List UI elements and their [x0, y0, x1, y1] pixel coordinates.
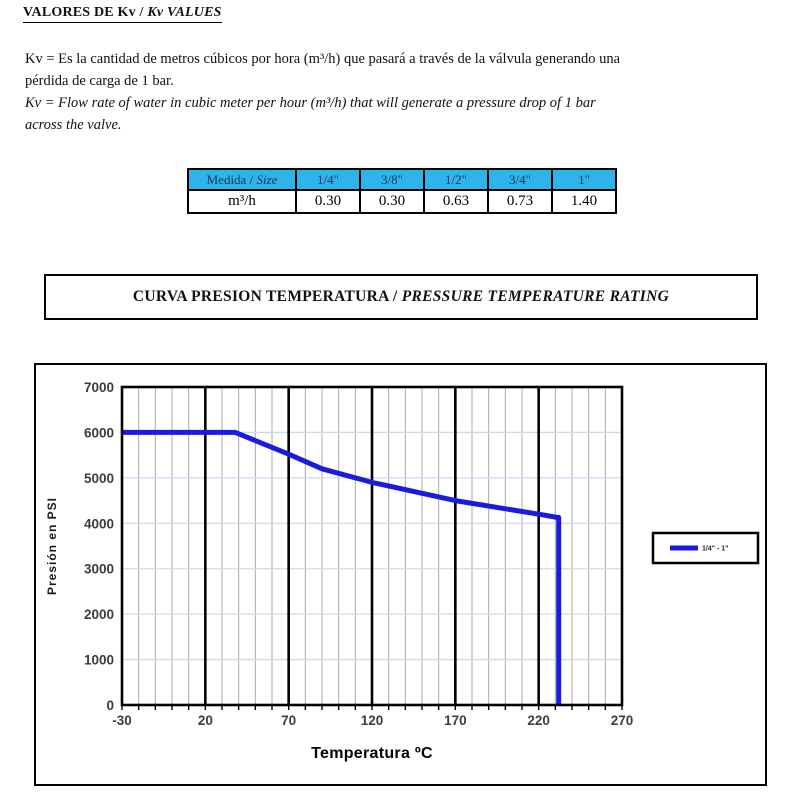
y-tick-label: 4000: [84, 516, 114, 531]
pressure-temperature-plot: 0 1000 2000 3000 4000 5000 6000 7000 -30 20 70 120 1…: [45, 380, 760, 762]
size-header-cell: 1/4": [295, 168, 361, 191]
section-title-es: CURVA PRESION TEMPERATURA /: [132, 288, 402, 305]
x-tick-label: 220: [527, 713, 550, 728]
kv-definition-text: Kv = Es la cantidad de metros cúbicos po…: [25, 48, 790, 136]
y-tick-label: 6000: [84, 425, 114, 440]
x-tick-label: -30: [112, 713, 132, 728]
kv-values-table: Medida / Size 1/4" 3/8" 1/2" 3/4" 1" m³/…: [187, 168, 617, 214]
y-tick-label: 1000: [84, 653, 114, 668]
size-label-es: Medida /: [206, 171, 257, 187]
kv-table-values-row: m³/h 0.30 0.30 0.63 0.73 1.40: [187, 189, 617, 214]
y-tick-label: 5000: [84, 471, 114, 486]
kv-definition-en-line1: Kv = Flow rate of water in cubic meter p…: [25, 95, 596, 111]
kv-definition-es-line2: pérdida de carga de 1 bar.: [25, 73, 174, 89]
y-tick-label: 0: [106, 698, 114, 713]
section-title-box: CURVA PRESION TEMPERATURA / PRESSURE TEM…: [44, 274, 758, 320]
legend-label: 1/4" - 1": [702, 546, 728, 553]
y-tick-label: 7000: [84, 380, 114, 395]
size-header-cell: 1/2": [423, 168, 489, 191]
page-title-es: VALORES DE Kv /: [23, 5, 148, 20]
size-header-cell: 1": [551, 168, 617, 191]
y-axis-title: Presión en PSI: [45, 497, 59, 595]
x-tick-label: 120: [361, 713, 384, 728]
page-title: VALORES DE Kv / Kv VALUES: [23, 5, 222, 23]
section-title-en: PRESSURE TEMPERATURE RATING: [401, 288, 670, 305]
y-tick-label: 3000: [84, 562, 114, 577]
page-title-en: Kv VALUES: [147, 5, 222, 20]
kv-value-cell: 0.73: [487, 189, 553, 214]
kv-value-cell: 1.40: [551, 189, 617, 214]
size-header-cell: 3/4": [487, 168, 553, 191]
kv-value-cell: 0.30: [295, 189, 361, 214]
unit-label-cell: m³/h: [187, 189, 297, 214]
kv-definition-es-line1: Kv = Es la cantidad de metros cúbicos po…: [25, 51, 621, 67]
x-tick-label: 20: [198, 713, 213, 728]
pressure-curve: [122, 429, 562, 705]
kv-value-cell: 0.63: [423, 189, 489, 214]
size-header-cell: 3/8": [359, 168, 425, 191]
x-axis-title: Temperatura ºC: [311, 745, 433, 762]
size-label-en: Size: [256, 171, 278, 187]
x-tick-label: 170: [444, 713, 467, 728]
x-tick-label: 270: [611, 713, 634, 728]
kv-definition-en-line2: across the valve.: [25, 117, 122, 133]
pressure-temperature-chart: 0 1000 2000 3000 4000 5000 6000 7000 -30 20 70 120 1…: [34, 363, 767, 786]
x-tick-label: 70: [281, 713, 296, 728]
y-tick-label: 2000: [84, 607, 114, 622]
kv-value-cell: 0.30: [359, 189, 425, 214]
size-label-header-cell: Medida / Size: [187, 168, 297, 191]
kv-table-header-row: Medida / Size 1/4" 3/8" 1/2" 3/4" 1": [187, 168, 617, 191]
legend-box: [651, 531, 760, 565]
